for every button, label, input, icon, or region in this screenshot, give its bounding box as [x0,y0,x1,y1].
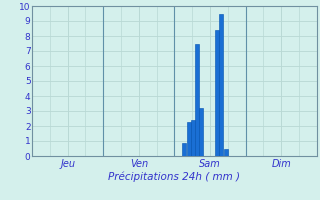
Bar [220,14,223,156]
Bar [215,30,219,156]
Bar [191,120,195,156]
Bar [199,108,204,156]
Bar [195,44,199,156]
X-axis label: Précipitations 24h ( mm ): Précipitations 24h ( mm ) [108,172,240,182]
Bar [187,121,191,156]
Bar [224,148,228,156]
Bar [182,142,186,156]
